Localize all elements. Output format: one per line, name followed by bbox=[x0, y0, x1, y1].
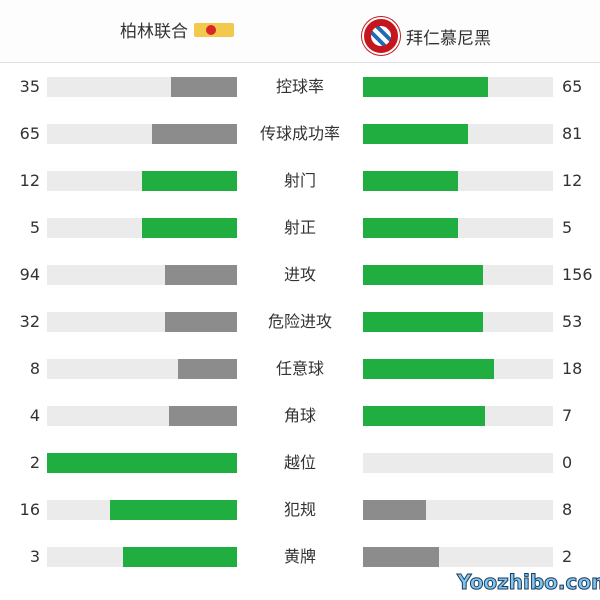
stat-row: 65 传球成功率 81 bbox=[0, 124, 600, 144]
stat-label: 进攻 bbox=[283, 265, 316, 284]
home-bar bbox=[47, 265, 237, 285]
home-bar-fill bbox=[109, 500, 237, 520]
home-value: 16 bbox=[19, 500, 40, 519]
home-bar bbox=[47, 453, 237, 473]
away-bar bbox=[363, 265, 553, 285]
home-bar bbox=[47, 171, 237, 191]
away-value: 156 bbox=[562, 265, 593, 284]
away-bar bbox=[363, 453, 553, 473]
home-value: 12 bbox=[19, 171, 40, 190]
away-bar-fill bbox=[363, 312, 483, 332]
away-value: 2 bbox=[562, 547, 573, 566]
stat-label: 危险进攻 bbox=[267, 312, 332, 331]
away-bar-fill bbox=[363, 500, 426, 520]
home-bar-fill bbox=[47, 453, 237, 473]
stat-label: 犯规 bbox=[283, 500, 316, 519]
home-bar-fill bbox=[164, 265, 237, 285]
away-value: 0 bbox=[562, 453, 573, 472]
away-bar bbox=[363, 124, 553, 144]
away-team-name: 拜仁慕尼黑 bbox=[406, 28, 491, 49]
home-bar-fill bbox=[151, 124, 237, 144]
away-bar-fill bbox=[363, 359, 495, 379]
away-bar-fill bbox=[363, 171, 458, 191]
stat-row: 12 射门 12 bbox=[0, 171, 600, 191]
stat-row: 35 控球率 65 bbox=[0, 77, 600, 97]
stat-row: 8 任意球 18 bbox=[0, 359, 600, 379]
away-bar bbox=[363, 500, 553, 520]
away-bar-fill bbox=[363, 265, 483, 285]
home-bar-fill bbox=[170, 77, 237, 97]
home-bar bbox=[47, 359, 237, 379]
away-value: 53 bbox=[562, 312, 583, 331]
home-bar bbox=[47, 547, 237, 567]
home-value: 4 bbox=[29, 406, 40, 425]
stat-row: 4 角球 7 bbox=[0, 406, 600, 426]
stat-label: 任意球 bbox=[275, 359, 324, 378]
stat-label: 射正 bbox=[283, 218, 316, 237]
home-value: 65 bbox=[19, 124, 40, 143]
match-header: 柏林联合 拜仁慕尼黑 bbox=[0, 0, 600, 63]
away-team: 拜仁慕尼黑 bbox=[362, 17, 491, 55]
stat-row: 16 犯规 8 bbox=[0, 500, 600, 520]
away-value: 81 bbox=[562, 124, 583, 143]
away-bar-fill bbox=[363, 547, 439, 567]
home-value: 94 bbox=[19, 265, 40, 284]
away-value: 12 bbox=[562, 171, 583, 190]
union-berlin-logo-icon bbox=[194, 22, 234, 37]
home-bar-fill bbox=[123, 547, 237, 567]
home-team: 柏林联合 bbox=[120, 17, 234, 42]
stat-row: 2 越位 0 bbox=[0, 453, 600, 473]
home-value: 2 bbox=[29, 453, 40, 472]
home-bar-fill bbox=[164, 312, 237, 332]
home-value: 32 bbox=[19, 312, 40, 331]
stat-label: 越位 bbox=[283, 453, 316, 472]
stat-row: 5 射正 5 bbox=[0, 218, 600, 238]
away-bar-fill bbox=[363, 406, 485, 426]
away-bar bbox=[363, 77, 553, 97]
away-bar bbox=[363, 547, 553, 567]
away-bar bbox=[363, 406, 553, 426]
stat-label: 传球成功率 bbox=[259, 124, 340, 143]
away-value: 18 bbox=[562, 359, 583, 378]
stat-label: 角球 bbox=[283, 406, 316, 425]
stat-label: 射门 bbox=[283, 171, 316, 190]
home-bar-fill bbox=[168, 406, 237, 426]
stat-row: 94 进攻 156 bbox=[0, 265, 600, 285]
home-bar bbox=[47, 406, 237, 426]
away-bar bbox=[363, 171, 553, 191]
away-bar-fill bbox=[363, 124, 468, 144]
away-bar bbox=[363, 312, 553, 332]
home-bar-fill bbox=[178, 359, 237, 379]
away-value: 5 bbox=[562, 218, 573, 237]
home-bar bbox=[47, 77, 237, 97]
home-team-name: 柏林联合 bbox=[120, 22, 188, 42]
home-bar-fill bbox=[142, 171, 237, 191]
home-value: 35 bbox=[19, 77, 40, 96]
watermark: Yoozhibo.com bbox=[457, 570, 600, 595]
bayern-munich-logo-icon bbox=[362, 17, 400, 55]
away-bar bbox=[363, 218, 553, 238]
away-bar-fill bbox=[363, 218, 458, 238]
stat-row: 32 危险进攻 53 bbox=[0, 312, 600, 332]
home-bar-fill bbox=[142, 218, 237, 238]
home-value: 5 bbox=[29, 218, 40, 237]
away-value: 65 bbox=[562, 77, 583, 96]
home-bar bbox=[47, 500, 237, 520]
home-bar bbox=[47, 218, 237, 238]
away-value: 8 bbox=[562, 500, 573, 519]
home-bar bbox=[47, 124, 237, 144]
away-bar-fill bbox=[363, 77, 489, 97]
home-bar bbox=[47, 312, 237, 332]
stat-label: 控球率 bbox=[275, 77, 324, 96]
home-value: 3 bbox=[29, 547, 40, 566]
home-value: 8 bbox=[29, 359, 40, 378]
away-value: 7 bbox=[562, 406, 573, 425]
stat-row: 3 黄牌 2 bbox=[0, 547, 600, 567]
stat-label: 黄牌 bbox=[283, 547, 316, 566]
away-bar bbox=[363, 359, 553, 379]
